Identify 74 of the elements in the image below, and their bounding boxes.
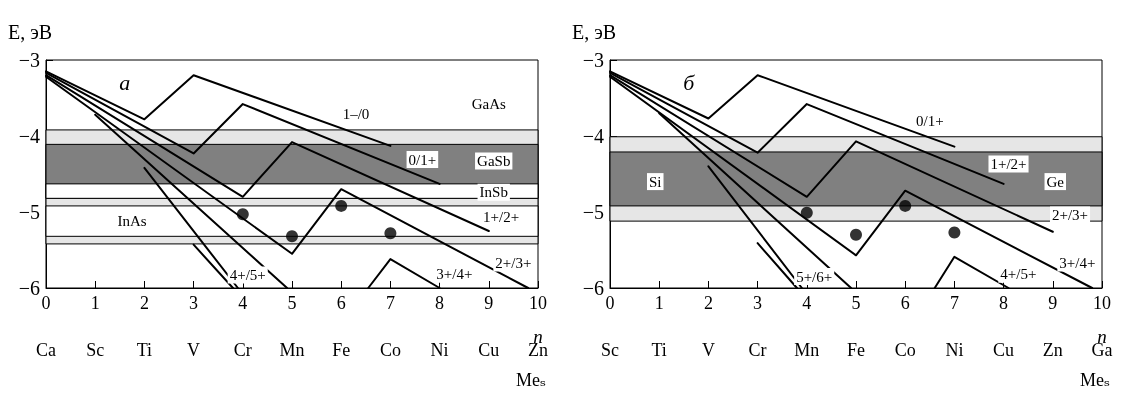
text: V — [187, 340, 201, 360]
text: Cu — [478, 340, 500, 360]
x-tick-label: 2 — [139, 293, 149, 313]
x-tick-label: 1 — [654, 293, 664, 313]
text: Ti — [651, 340, 667, 360]
x2-axis-title: Meₛ — [1079, 370, 1110, 390]
annotation: 1+/2+ — [483, 208, 520, 225]
y-tick-label: −5 — [18, 201, 40, 223]
text: Mn — [279, 340, 305, 360]
x-tick-label: 5 — [851, 293, 861, 313]
y-tick-label: −3 — [582, 49, 604, 71]
y-tick-label: −6 — [582, 277, 604, 299]
x2-axis-title: Meₛ — [515, 370, 546, 390]
x-tick-label: 10 — [1093, 293, 1111, 313]
text: Ni — [945, 340, 964, 360]
text: Cr — [748, 340, 767, 360]
x-tick-label: 2 — [703, 293, 713, 313]
annotation: InSb — [479, 184, 508, 201]
y-tick-label: −4 — [18, 125, 40, 147]
text: Cr — [233, 340, 252, 360]
annotation: 0/1+ — [408, 151, 437, 168]
x-tick-label: 0 — [41, 293, 51, 313]
text: V — [701, 340, 715, 360]
text: Ni — [430, 340, 449, 360]
annotation: 2+/3+ — [495, 254, 532, 271]
chart-title: а — [119, 69, 131, 95]
annotation: GaAs — [471, 96, 507, 113]
annotation: Ge — [1046, 173, 1065, 190]
x-tick-label: 6 — [900, 293, 910, 313]
annotation: 4+/5+ — [229, 267, 266, 284]
x-tick-label: 1 — [90, 293, 100, 313]
x-tick-label: 8 — [435, 293, 445, 313]
text: Fe — [332, 340, 351, 360]
x-tick-label: 4 — [802, 293, 812, 313]
text: Co — [894, 340, 916, 360]
text: Ca — [36, 340, 57, 360]
y-axis-title: E, эВ — [572, 21, 617, 43]
annotation: 3+/4+ — [436, 266, 473, 283]
annotation: 4+/5+ — [1000, 266, 1037, 283]
text: Sc — [601, 340, 620, 360]
x-tick-label: 7 — [949, 293, 959, 313]
y-tick-label: −5 — [582, 201, 604, 223]
annotation: GaSb — [477, 153, 511, 170]
x-tick-label: 3 — [753, 293, 763, 313]
annotation: InAs — [117, 213, 147, 230]
y-tick-label: −4 — [582, 125, 604, 147]
annotation: 2+/3+ — [1051, 207, 1089, 224]
x-tick-label: 6 — [336, 293, 346, 313]
x-tick-label: 9 — [1048, 293, 1058, 313]
x-tick-label: 8 — [999, 293, 1009, 313]
text: Cu — [993, 340, 1015, 360]
annotation: Si — [649, 173, 662, 190]
x-tick-label: 9 — [484, 293, 494, 313]
text: Ti — [136, 340, 153, 360]
x-tick-label: 4 — [238, 293, 248, 313]
annotation: 3+/4+ — [1059, 254, 1096, 271]
annotation: 1+/2+ — [990, 156, 1027, 173]
x-tick-label: 0 — [605, 293, 615, 313]
annotation: 1–/0 — [342, 105, 370, 122]
text: Co — [379, 340, 401, 360]
chart-title: б — [683, 69, 696, 95]
text: Sc — [86, 340, 105, 360]
y-tick-label: −6 — [18, 277, 40, 299]
text: Mn — [794, 340, 820, 360]
x-tick-label: 7 — [385, 293, 395, 313]
annotation: 5+/6+ — [796, 268, 833, 285]
x-tick-label: 3 — [189, 293, 199, 313]
annotation: 0/1+ — [915, 112, 944, 129]
y-axis-title: E, эВ — [8, 21, 53, 43]
x-tick-label: 10 — [529, 293, 547, 313]
text: Zn — [1042, 340, 1063, 360]
text: Fe — [847, 340, 866, 360]
y-tick-label: −3 — [18, 49, 40, 71]
x-tick-label: 5 — [287, 293, 297, 313]
